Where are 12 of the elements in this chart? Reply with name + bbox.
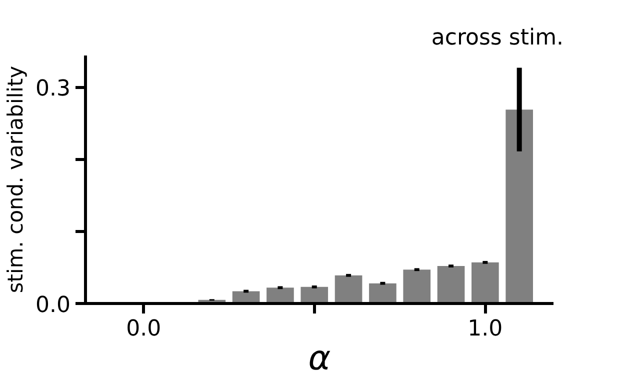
bar xyxy=(506,110,534,304)
y-tick-label: 0.3 xyxy=(36,76,71,102)
x-tick-label: 1.0 xyxy=(468,316,503,342)
bar xyxy=(403,270,431,304)
bar xyxy=(369,283,396,304)
bar xyxy=(266,288,294,304)
text: across stim. xyxy=(431,26,564,50)
y-axis-title: stim. cond. variability xyxy=(4,66,28,294)
bar xyxy=(472,262,499,304)
bar xyxy=(334,275,362,304)
x-axis-title: α xyxy=(308,338,331,378)
bar xyxy=(437,266,465,304)
